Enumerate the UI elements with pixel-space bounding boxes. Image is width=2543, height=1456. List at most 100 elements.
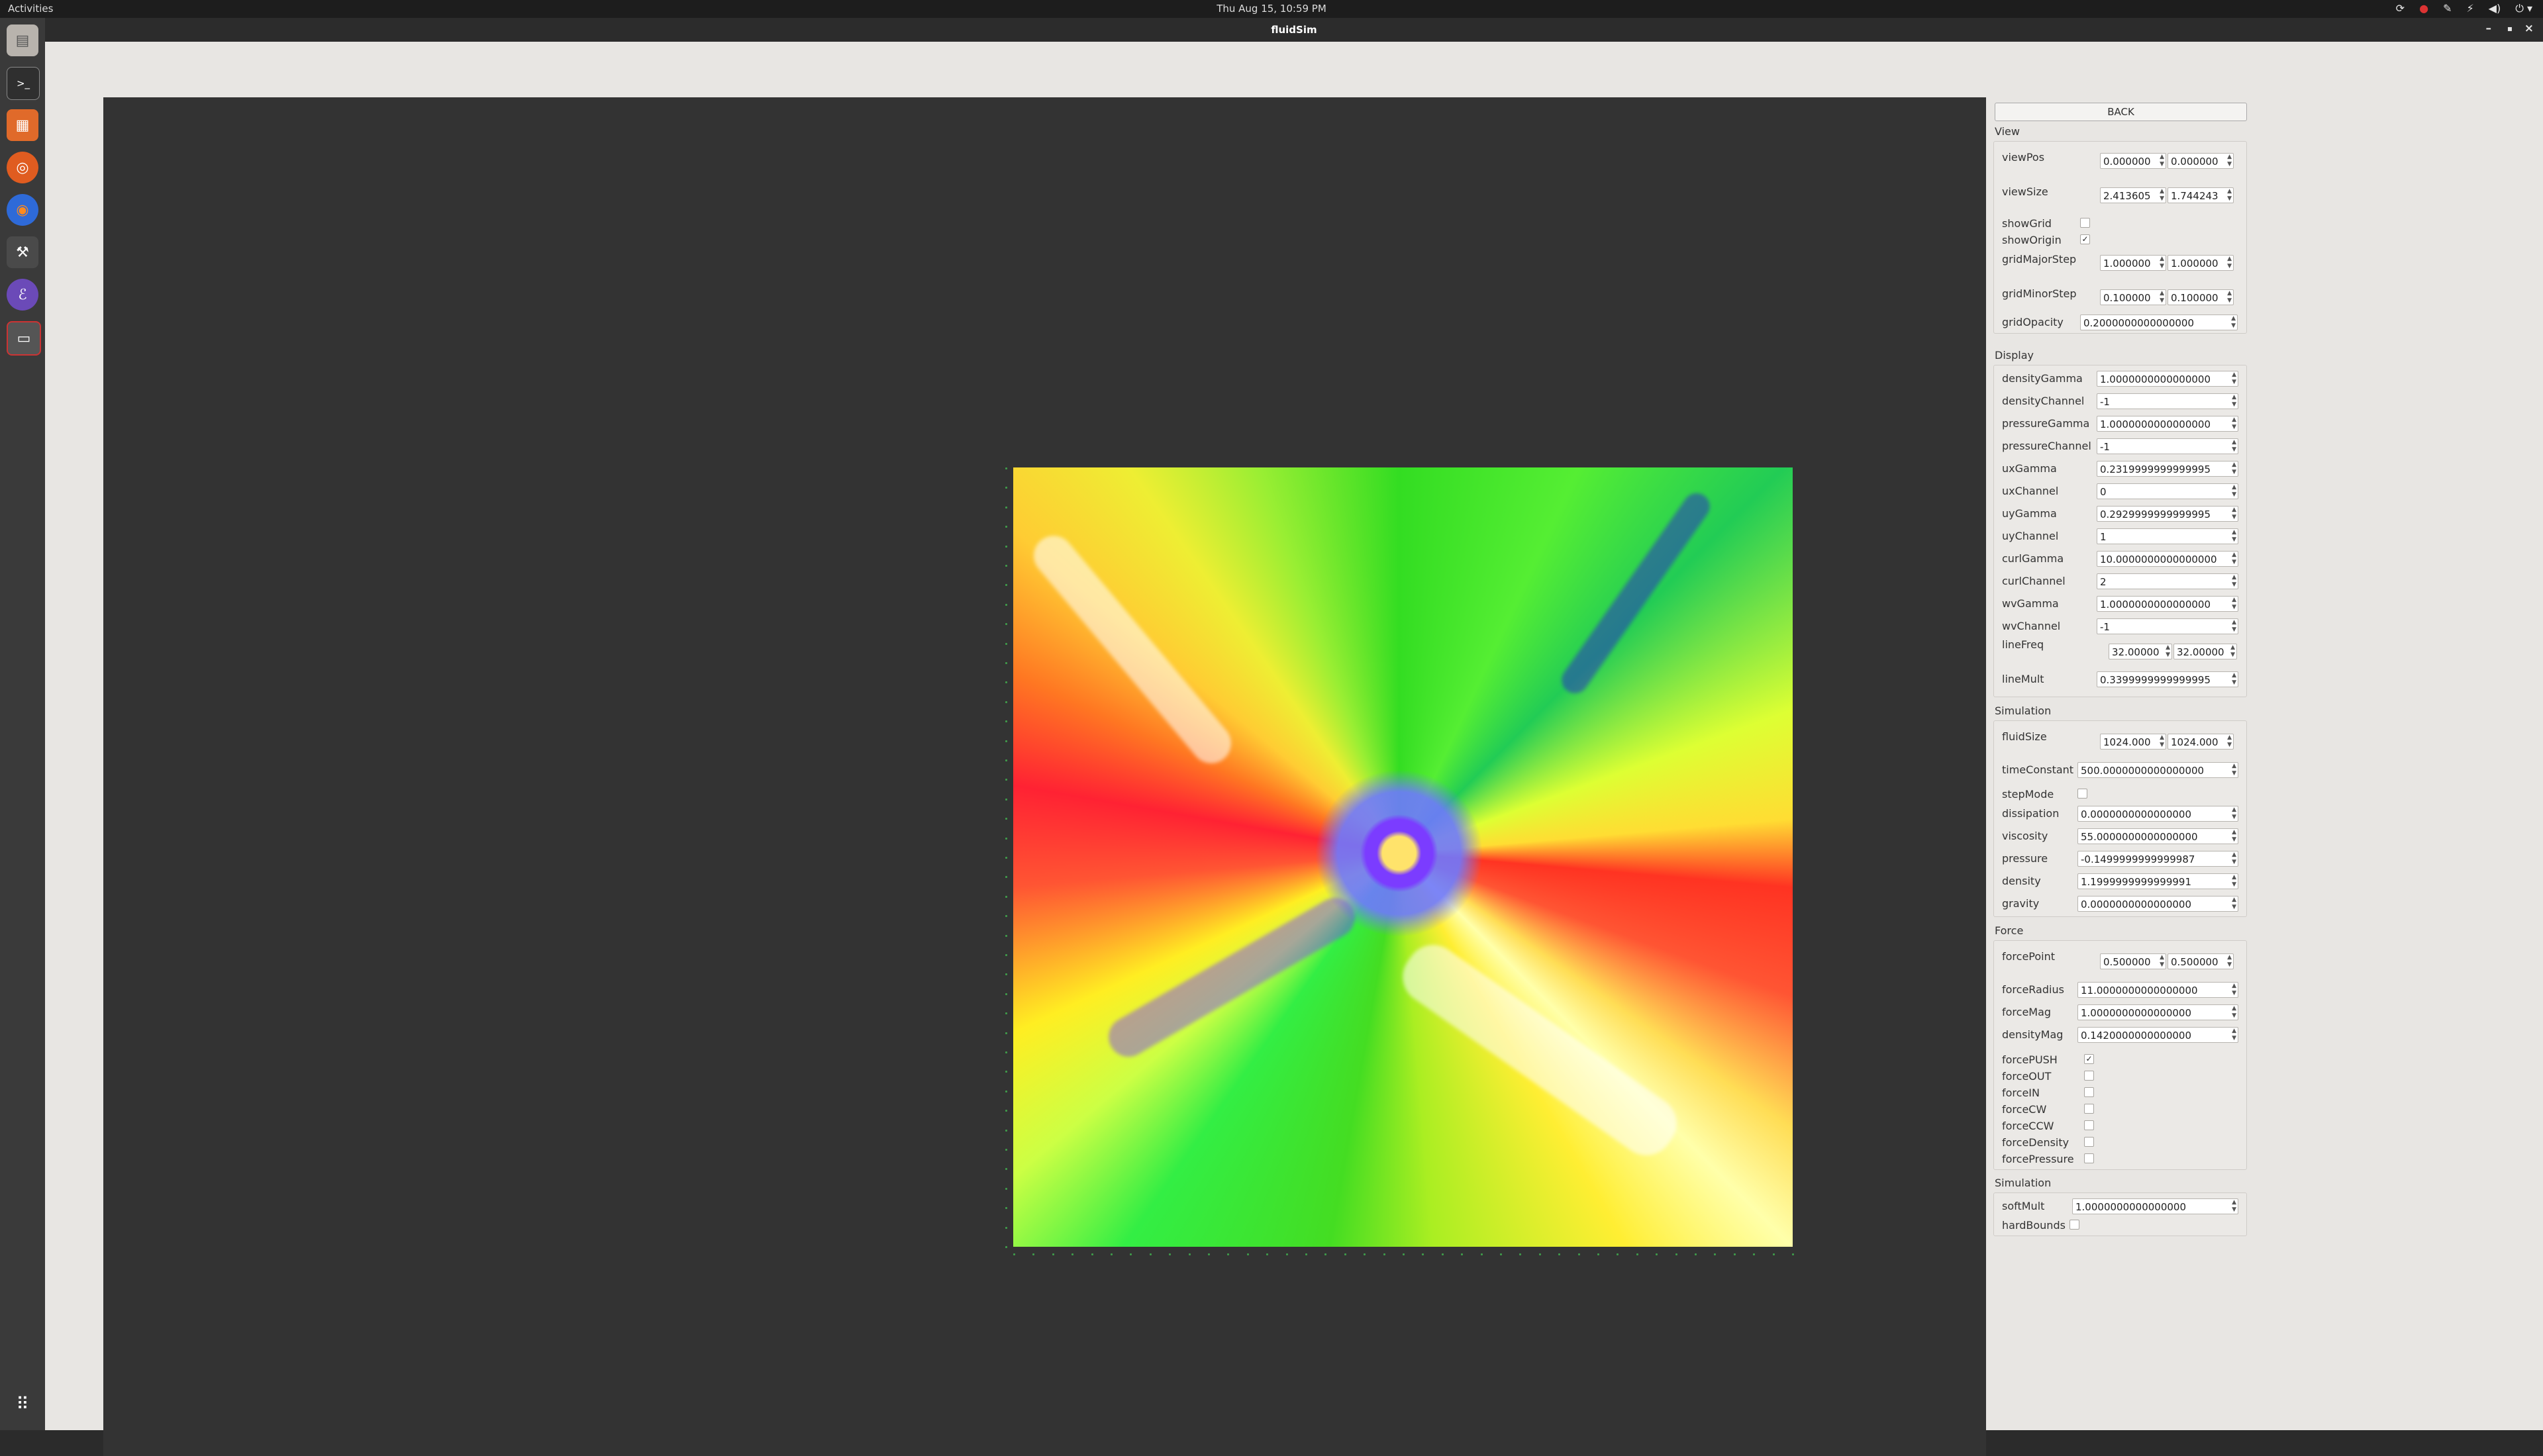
show-apps-icon[interactable]: ⠿ [16,1394,29,1414]
pressuregamma-field[interactable]: 1.0000000000000000 ▲ ▼ [2097,416,2238,432]
spin-arrows-icon: ▲ ▼ [2227,154,2232,168]
stepmode-checkbox[interactable] [2077,789,2087,799]
forcepush-checkbox[interactable]: ✓ [2084,1054,2094,1064]
flow-streak [1392,934,1687,1166]
pressure-field[interactable]: -0.1499999999999987 ▲ ▼ [2077,851,2238,867]
velocity-dot [1441,1253,1444,1255]
firefox-icon[interactable]: ◉ [7,194,38,226]
gridmajorstep-y-field[interactable]: 1.000000 ▲ ▼ [2168,255,2234,271]
power-icon[interactable]: ⏻ ▾ [2515,2,2532,15]
viewsize-x-field[interactable]: 2.413605 ▲ ▼ [2100,187,2166,203]
densitychannel-field[interactable]: -1 ▲ ▼ [2097,393,2238,409]
viewpos-x-field[interactable]: 0.000000 ▲ ▼ [2100,153,2166,169]
tools-icon[interactable]: ⚒ [7,236,38,268]
fluidsize-x-field[interactable]: 1024.000 ▲ ▼ [2100,734,2166,750]
linefreq-x-field[interactable]: 32.00000 ▲ ▼ [2109,644,2172,659]
velocity-dot [1005,1246,1007,1248]
volume-icon[interactable]: ◀) [2488,2,2501,15]
wvchannel-field[interactable]: -1 ▲ ▼ [2097,618,2238,634]
forcein-label: forceIN [2002,1087,2040,1099]
pressurechannel-field[interactable]: -1 ▲ ▼ [2097,438,2238,454]
gridmajorstep-x-field[interactable]: 1.000000 ▲ ▼ [2100,255,2166,271]
network-icon[interactable]: ⚡ [2466,2,2474,15]
hardbounds-checkbox[interactable] [2069,1220,2079,1230]
dissipation-label: dissipation [2002,807,2060,820]
velocity-dot [1005,857,1007,859]
uxgamma-field[interactable]: 0.2319999999999995 ▲ ▼ [2097,461,2238,477]
activities-button[interactable]: Activities [8,3,54,15]
viscosity-field[interactable]: 55.0000000000000000 ▲ ▼ [2077,828,2238,844]
pressure-label: pressure [2002,852,2048,865]
linefreq-y-field[interactable]: 32.00000 ▲ ▼ [2173,644,2237,659]
gravity-field[interactable]: 0.0000000000000000 ▲ ▼ [2077,896,2238,912]
softmult-field[interactable]: 1.0000000000000000 ▲ ▼ [2072,1198,2238,1214]
gridminorstep-x-field[interactable]: 0.100000 ▲ ▼ [2100,289,2166,305]
forcemag-field[interactable]: 1.0000000000000000 ▲ ▼ [2077,1004,2238,1020]
app-icon[interactable]: ▦ [7,109,38,141]
velocity-dot [1422,1253,1424,1255]
forcein-checkbox[interactable] [2084,1087,2094,1097]
spin-arrows-icon: ▲ ▼ [2232,416,2236,430]
velocity-dot [1005,603,1007,606]
simulation-group: fluidSize 1024.000 ▲ ▼ 1024.000 ▲ ▼ stepMode… [1993,720,2247,917]
flow-streak [1556,488,1715,699]
showorigin-checkbox[interactable]: ✓ [2080,234,2090,244]
section-title-simulation-2: Simulation [1995,1177,2052,1189]
terminal-icon[interactable]: >_ [7,67,40,100]
dissipation-field[interactable]: 0.0000000000000000 ▲ ▼ [2077,806,2238,822]
close-button[interactable]: × [2524,22,2534,35]
velocity-dot [1538,1253,1541,1255]
system-tray[interactable]: ⟳ ● ✎ ⚡ ◀) ⏻ ▾ [2396,2,2532,15]
forceccw-checkbox[interactable] [2084,1120,2094,1130]
sync-icon[interactable]: ⟳ [2395,2,2405,15]
minimize-button[interactable]: – [2485,22,2492,35]
ubuntu-software-icon[interactable]: ◎ [7,152,38,183]
files-icon[interactable]: ▤ [7,24,38,56]
record-icon[interactable]: ● [2419,2,2429,15]
viewsize-y-field[interactable]: 1.744243 ▲ ▼ [2168,187,2234,203]
simulation-viewport[interactable] [103,97,1986,1456]
linemult-field[interactable]: 0.3399999999999995 ▲ ▼ [2097,671,2238,687]
forcedensity-checkbox[interactable] [2084,1137,2094,1147]
velocity-dot [1005,1207,1007,1210]
density-field[interactable]: 1.1999999999999991 ▲ ▼ [2077,873,2238,889]
maximize-button[interactable]: ▪ [2507,24,2513,33]
densitygamma-field[interactable]: 1.0000000000000000 ▲ ▼ [2097,371,2238,387]
spin-arrows-icon: ▲ ▼ [2232,439,2236,453]
forcepoint-x-field[interactable]: 0.500000 ▲ ▼ [2100,953,2166,969]
wvgamma-field[interactable]: 1.0000000000000000 ▲ ▼ [2097,596,2238,612]
fluid-simulation-image[interactable] [1013,467,1793,1247]
velocity-dot [1005,973,1007,976]
velocity-dot [1344,1253,1346,1255]
uxchannel-field[interactable]: 0 ▲ ▼ [2097,483,2238,499]
clock[interactable]: Thu Aug 15, 10:59 PM [1217,3,1326,15]
forcepressure-label: forcePressure [2002,1153,2074,1165]
emacs-icon[interactable]: ℰ [7,279,38,311]
forceradius-field[interactable]: 11.0000000000000000 ▲ ▼ [2077,982,2238,998]
gridopacity-field[interactable]: 0.2000000000000000 ▲ ▼ [2080,315,2238,330]
velocity-dot [1500,1253,1502,1255]
forcepoint-y-field[interactable]: 0.500000 ▲ ▼ [2168,953,2234,969]
forceout-checkbox[interactable] [2084,1071,2094,1081]
back-button[interactable]: BACK [1995,103,2247,121]
view-group: viewPos 0.000000 ▲ ▼ 0.000000 ▲ ▼ viewSize 2… [1993,141,2247,334]
uychannel-field[interactable]: 1 ▲ ▼ [2097,528,2238,544]
fluidsize-y-field[interactable]: 1024.000 ▲ ▼ [2168,734,2234,750]
uygamma-field[interactable]: 0.2929999999999995 ▲ ▼ [2097,506,2238,522]
spin-arrows-icon: ▲ ▼ [2232,484,2236,498]
window-titlebar[interactable]: fluidSim – ▪ × [45,18,2543,42]
pen-icon[interactable]: ✎ [2443,2,2452,15]
spin-arrows-icon: ▲ ▼ [2230,644,2235,658]
spin-arrows-icon: ▲ ▼ [2160,954,2164,968]
fluidsim-icon[interactable]: ▭ [7,321,41,356]
forcecw-checkbox[interactable] [2084,1104,2094,1114]
viewpos-y-field[interactable]: 0.000000 ▲ ▼ [2168,153,2234,169]
gridminorstep-y-field[interactable]: 0.100000 ▲ ▼ [2168,289,2234,305]
timeconstant-field[interactable]: 500.0000000000000000 ▲ ▼ [2077,762,2238,778]
showgrid-checkbox[interactable] [2080,218,2090,228]
forcepressure-checkbox[interactable] [2084,1153,2094,1163]
densitymag-field[interactable]: 0.1420000000000000 ▲ ▼ [2077,1027,2238,1043]
velocity-dot [1005,545,1007,548]
curlchannel-field[interactable]: 2 ▲ ▼ [2097,573,2238,589]
curlgamma-field[interactable]: 10.0000000000000000 ▲ ▼ [2097,551,2238,567]
